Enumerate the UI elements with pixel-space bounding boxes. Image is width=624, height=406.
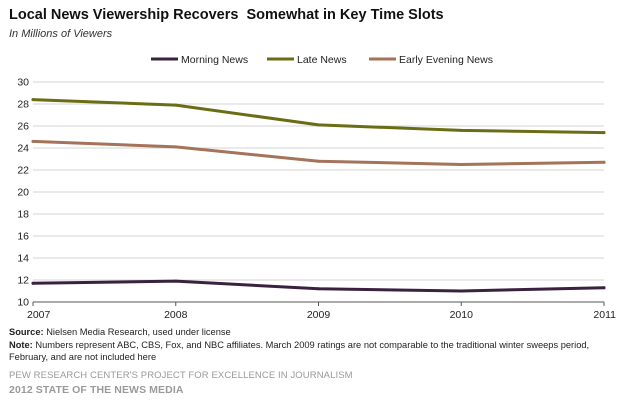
y-tick-label: 28: [17, 99, 29, 111]
source-label: Source:: [9, 327, 44, 337]
note-text: Numbers represent ABC, CBS, Fox, and NBC…: [9, 339, 590, 363]
legend-label: Late News: [297, 54, 347, 66]
y-tick-label: 14: [17, 253, 29, 265]
data-point: [31, 139, 35, 143]
chart-legend: Morning News Late News Early Evening News: [151, 54, 493, 66]
y-tick-label: 24: [17, 143, 29, 155]
data-point: [174, 145, 178, 149]
data-point: [174, 103, 178, 107]
y-axis: 10 12 14 16 18 20 22 24 26 28 30: [17, 77, 29, 309]
legend-label: Early Evening News: [399, 54, 493, 66]
data-point: [31, 98, 35, 102]
note-line: Note: Numbers represent ABC, CBS, Fox, a…: [9, 339, 615, 364]
y-tick-label: 26: [17, 121, 29, 133]
data-point: [459, 128, 463, 132]
credit-organization: PEW RESEARCH CENTER'S PROJECT FOR EXCELL…: [9, 370, 353, 381]
chart-gridlines: [33, 81, 604, 281]
y-tick-label: 20: [17, 187, 29, 199]
y-tick-label: 10: [17, 297, 29, 309]
x-tick-label: 2008: [164, 309, 188, 321]
y-tick-label: 12: [17, 275, 29, 287]
chart-subtitle: In Millions of Viewers: [9, 28, 113, 40]
x-tick-label: 2007: [27, 309, 51, 321]
source-text: Nielsen Media Research, used under licen…: [43, 327, 231, 337]
data-point: [459, 163, 463, 166]
line-chart: Morning News Late News Early Evening News …: [17, 54, 616, 321]
chart-series: [31, 98, 606, 293]
y-tick-label: 16: [17, 231, 29, 243]
chart-title: Local News Viewership Recovers Somewhat …: [9, 7, 444, 23]
x-axis: 2007 2008 2009 2010 2011: [27, 301, 616, 321]
note-label: Note:: [9, 339, 33, 350]
data-point: [317, 287, 320, 291]
y-tick-label: 18: [17, 209, 29, 221]
data-point: [317, 123, 320, 127]
data-point: [602, 286, 606, 290]
legend-label: Morning News: [181, 54, 248, 66]
credit-report: 2012 STATE OF THE NEWS MEDIA: [9, 384, 184, 396]
data-point: [459, 289, 463, 293]
x-tick-label: 2011: [593, 309, 616, 321]
data-point: [31, 281, 35, 285]
series-line: [31, 98, 606, 135]
x-tick-label: 2009: [307, 309, 331, 321]
x-tick-label: 2010: [450, 309, 474, 321]
data-point: [317, 159, 320, 163]
y-tick-label: 22: [17, 165, 29, 177]
source-line: Source: Nielsen Media Research, used und…: [9, 326, 615, 339]
data-point: [602, 160, 606, 164]
data-point: [602, 131, 606, 135]
chart-notes: Source: Nielsen Media Research, used und…: [9, 326, 615, 364]
y-tick-label: 30: [17, 77, 29, 89]
data-point: [174, 279, 178, 283]
